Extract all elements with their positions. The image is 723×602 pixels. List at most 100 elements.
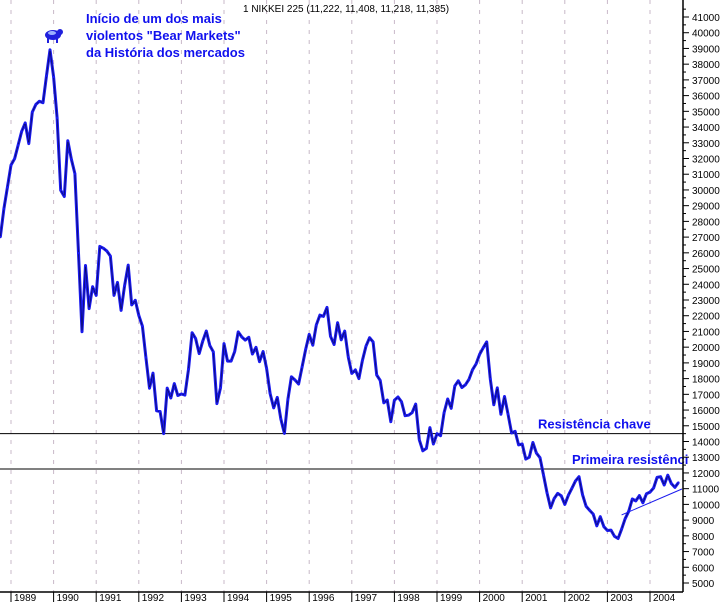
data-point: [20, 130, 23, 133]
data-point: [446, 397, 449, 401]
x-tick-label-1997: 1997: [355, 593, 378, 602]
data-point: [347, 356, 350, 359]
price-line-core: [0, 49, 679, 540]
data-point: [229, 359, 233, 363]
data-point: [521, 442, 524, 446]
y-tick-label-29000: 29000: [692, 202, 720, 213]
series: [0, 48, 683, 540]
data-point: [641, 501, 645, 505]
svg-text:Início de um dos mais: Início de um dos mais: [86, 11, 222, 26]
x-tick-label-2003: 2003: [610, 593, 633, 602]
data-point: [91, 285, 94, 288]
support-trendline: [621, 488, 683, 516]
data-point: [332, 343, 336, 346]
data-point: [304, 348, 307, 351]
data-point: [126, 263, 130, 267]
data-point: [52, 75, 55, 79]
y-tick-label-10000: 10000: [692, 500, 720, 511]
y-tick-label-21000: 21000: [692, 327, 720, 338]
data-point: [155, 409, 158, 413]
data-point: [261, 350, 265, 353]
data-point: [588, 509, 591, 512]
data-point: [592, 512, 595, 516]
data-point: [84, 264, 87, 267]
data-point: [400, 400, 403, 403]
data-point: [183, 393, 187, 397]
x-tick-label-2004: 2004: [653, 593, 676, 602]
data-point: [386, 398, 389, 402]
x-tick-label-1998: 1998: [397, 593, 420, 602]
data-point: [194, 337, 197, 340]
data-point: [677, 481, 680, 484]
y-tick-label-6000: 6000: [692, 563, 715, 574]
data-point: [162, 432, 165, 435]
data-point: [297, 382, 300, 386]
data-point: [226, 359, 229, 363]
data-point: [70, 158, 73, 161]
data-point: [258, 360, 261, 363]
data-point: [130, 303, 133, 307]
data-point: [361, 359, 364, 362]
y-tick-label-35000: 35000: [692, 107, 720, 118]
data-point: [63, 195, 66, 198]
data-point: [517, 443, 520, 447]
data-point: [265, 367, 268, 370]
resistance-label-2: Primeira resistênci: [572, 452, 688, 467]
data-point: [442, 411, 446, 414]
data-point: [268, 392, 272, 395]
data-point: [354, 368, 357, 372]
svg-text:violentos "Bear Markets": violentos "Bear Markets": [86, 28, 241, 43]
data-point: [638, 494, 641, 497]
data-point: [453, 384, 456, 388]
y-tick-label-24000: 24000: [692, 280, 720, 291]
data-point: [531, 441, 535, 444]
data-point: [652, 486, 655, 490]
y-tick-label-23000: 23000: [692, 296, 720, 307]
data-point: [496, 386, 499, 390]
y-tick-label-12000: 12000: [692, 469, 720, 480]
y-tick-label-27000: 27000: [692, 233, 720, 244]
y-tick-label-22000: 22000: [692, 312, 720, 323]
grid: [10, 0, 651, 592]
data-point: [648, 490, 652, 494]
data-point: [41, 101, 45, 104]
data-point: [308, 333, 311, 336]
data-point: [251, 352, 254, 356]
data-point: [187, 368, 190, 371]
data-point: [599, 515, 602, 518]
data-point: [48, 48, 52, 51]
data-point: [272, 406, 275, 410]
data-point: [38, 100, 41, 103]
data-point: [208, 344, 211, 347]
data-point: [407, 414, 410, 417]
y-tick-label-38000: 38000: [692, 60, 720, 71]
data-point: [169, 396, 172, 400]
y-tick-label-18000: 18000: [692, 375, 720, 386]
data-point: [489, 377, 492, 381]
y-tick-label-19000: 19000: [692, 359, 720, 370]
data-point: [87, 307, 91, 310]
data-point: [279, 417, 282, 421]
data-point: [364, 344, 368, 348]
data-point: [158, 410, 162, 413]
data-point: [421, 449, 424, 453]
y-tick-label-14000: 14000: [692, 438, 720, 449]
data-point: [102, 247, 105, 250]
y-tick-label-8000: 8000: [692, 532, 715, 543]
data-point: [613, 535, 616, 538]
data-point: [396, 395, 400, 399]
data-point: [116, 281, 119, 284]
data-point: [570, 487, 574, 490]
y-tick-label-25000: 25000: [692, 265, 720, 276]
data-point: [357, 377, 361, 380]
data-point: [325, 306, 329, 309]
data-point: [457, 379, 460, 382]
data-point: [481, 346, 485, 349]
y-tick-label-32000: 32000: [692, 155, 720, 166]
data-point: [55, 116, 59, 119]
y-tick-label-20000: 20000: [692, 343, 720, 354]
data-point: [535, 451, 538, 455]
data-point: [403, 414, 407, 417]
data-point: [166, 386, 169, 390]
